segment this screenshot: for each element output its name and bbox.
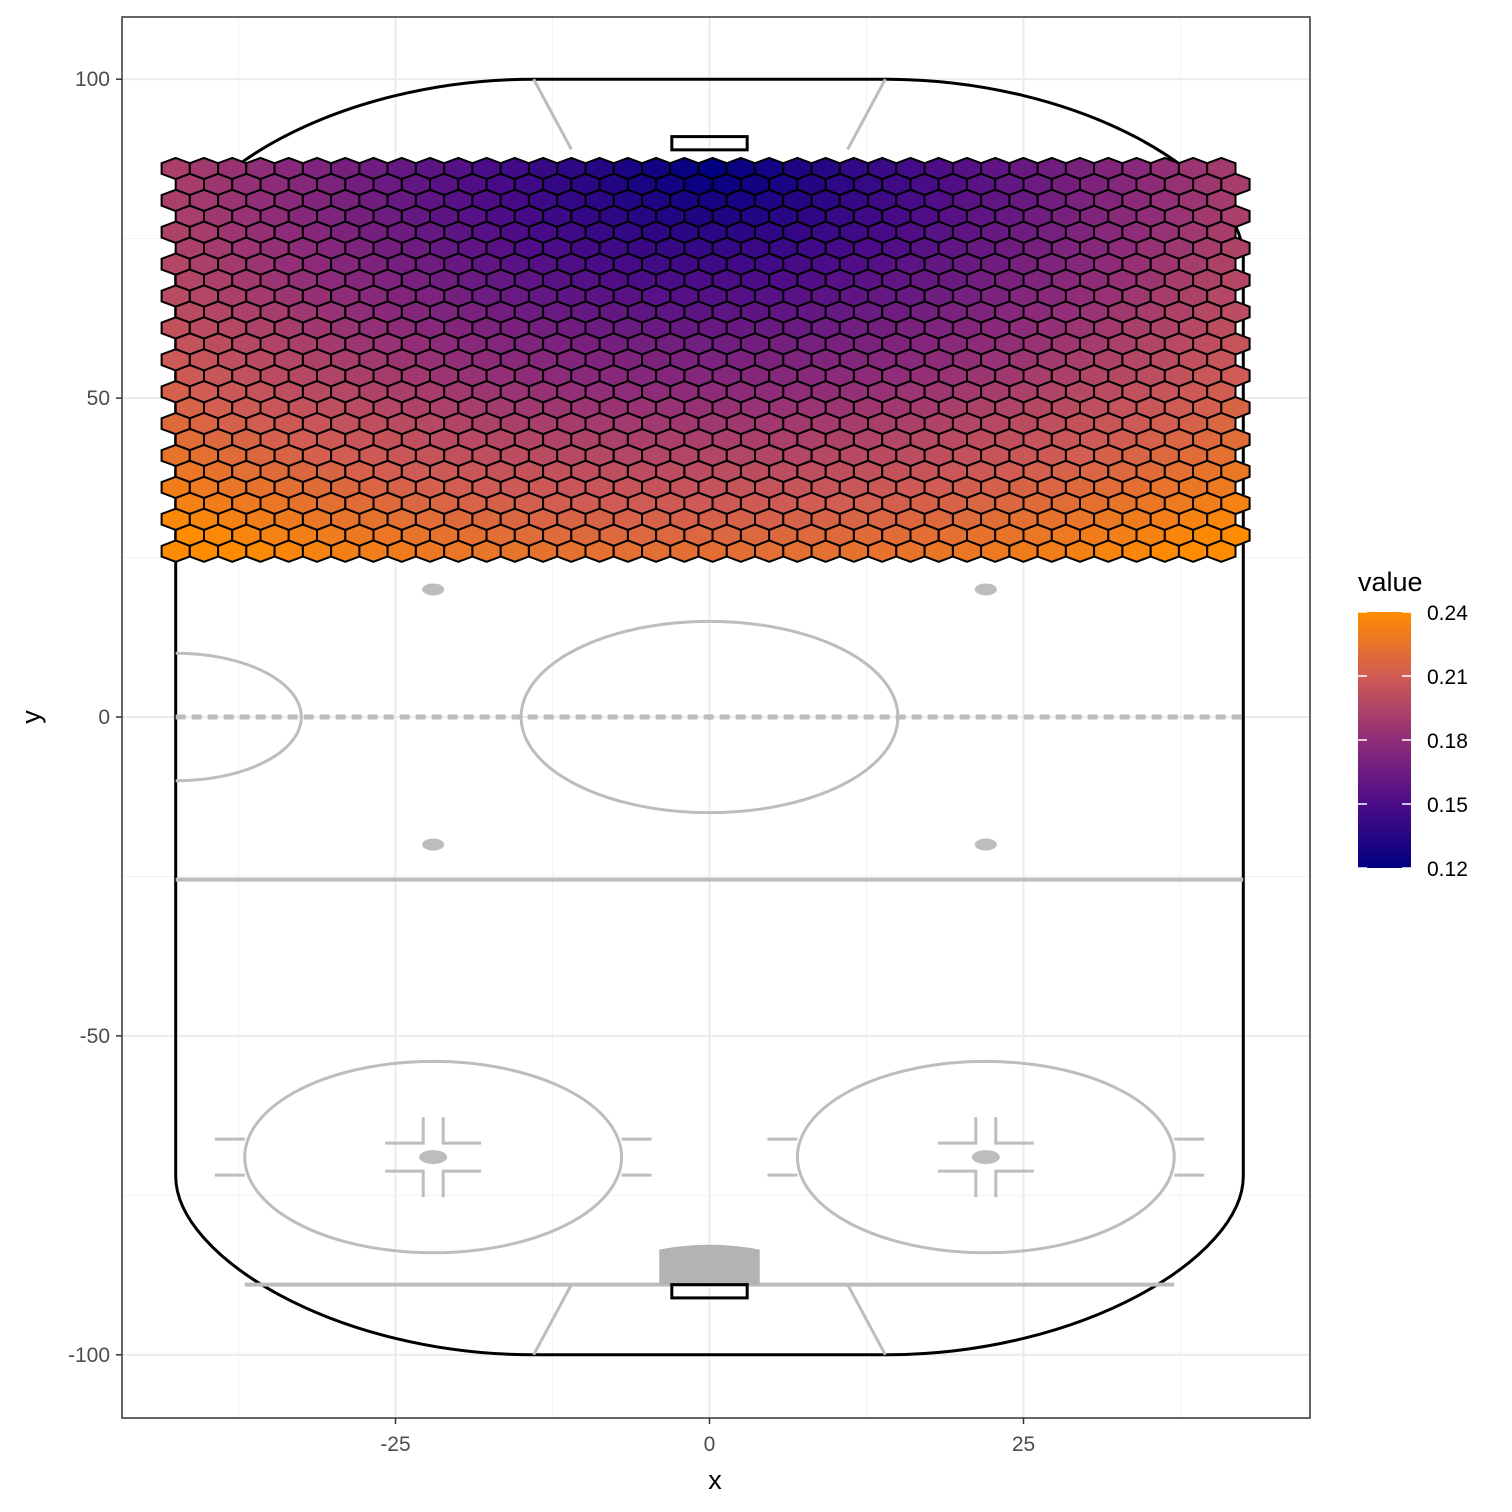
x-axis-title: x (708, 1465, 722, 1495)
y-tick-label: 50 (87, 387, 110, 410)
hex-cell (838, 539, 870, 563)
x-tick-label: 0 (704, 1433, 716, 1456)
hex-cell (1206, 539, 1237, 563)
hex-cell (1093, 539, 1124, 563)
hex-cell (556, 539, 587, 563)
color-legend: value 0.12 0.15 0.18 0.21 0.24 (1358, 567, 1468, 881)
faceoff-l-mark (937, 1117, 978, 1145)
y-tick-label: -50 (80, 1025, 110, 1048)
goal-crease (659, 1244, 760, 1285)
hex-cell (471, 539, 502, 563)
hex-cell (584, 539, 615, 563)
hex-cell (725, 539, 756, 563)
hex-cell (697, 539, 728, 563)
axes: -25 0 25 -100 -50 0 50 100 (68, 68, 1035, 1456)
hex-cell (782, 539, 813, 563)
hex-cell (1149, 539, 1180, 563)
y-tick-label: 100 (75, 68, 110, 91)
faceoff-circle (795, 1059, 1176, 1255)
hex-cell (669, 539, 700, 563)
goal-net-bottom (670, 1283, 749, 1300)
faceoff-l-mark (441, 1117, 482, 1145)
hex-cell (1064, 539, 1096, 563)
y-tick-label: -100 (68, 1344, 110, 1367)
faceoff-dot (974, 583, 997, 596)
hex-cell (217, 539, 248, 563)
hex-cell (641, 539, 672, 563)
hex-cell (1121, 539, 1152, 563)
center-dot (706, 714, 713, 720)
faceoff-dot (422, 583, 445, 596)
legend-title: value (1358, 567, 1423, 597)
faceoff-dot (422, 838, 445, 851)
hex-cell (188, 539, 220, 563)
faceoff-l-mark (994, 1169, 1034, 1198)
faceoff-spot (971, 1150, 1000, 1165)
hex-cell (527, 539, 559, 563)
hex-cell (810, 539, 841, 563)
x-tick-label: -25 (380, 1433, 410, 1456)
hex-cell (499, 539, 530, 563)
x-tick-label: 25 (1012, 1433, 1035, 1456)
trapezoid-line (532, 1283, 573, 1356)
hex-cell (245, 539, 276, 563)
legend-label: 0.24 (1427, 602, 1468, 625)
hex-cell (895, 539, 926, 563)
center-circle (519, 619, 900, 815)
trapezoid-line (846, 1283, 887, 1356)
trapezoid-line (532, 78, 573, 151)
goal-net-top (670, 135, 749, 152)
y-axis-title: y (16, 710, 46, 724)
hex-cell (1036, 539, 1067, 563)
hex-cell (443, 539, 474, 563)
trapezoid-line (846, 78, 887, 151)
hockey-rink (174, 77, 1245, 1357)
hex-cell (923, 539, 954, 563)
hex-cell (1008, 539, 1039, 563)
hex-cell (951, 539, 983, 563)
hex-cell (301, 539, 333, 563)
referee-crease (175, 651, 303, 783)
legend-label: 0.21 (1427, 666, 1468, 689)
hex-cell (1177, 539, 1209, 563)
hex-cell (330, 539, 361, 563)
faceoff-l-mark (994, 1117, 1034, 1145)
faceoff-spot (419, 1150, 448, 1165)
legend-label: 0.12 (1427, 858, 1468, 881)
hex-cell (273, 539, 304, 563)
hex-cell (414, 539, 446, 563)
hex-cell (386, 539, 417, 563)
hex-cell (754, 539, 785, 563)
faceoff-dot (974, 838, 997, 851)
hex-cell (612, 539, 643, 563)
hex-cell (867, 539, 898, 563)
faceoff-l-mark (441, 1169, 482, 1198)
faceoff-circle (243, 1059, 624, 1255)
hexbin-layer (160, 156, 1251, 563)
faceoff-l-mark (385, 1117, 425, 1145)
legend-label: 0.18 (1427, 730, 1468, 753)
legend-label: 0.15 (1427, 794, 1468, 817)
y-tick-label: 0 (98, 706, 110, 729)
faceoff-l-mark (385, 1169, 425, 1198)
faceoff-l-mark (937, 1169, 978, 1198)
hex-cell (160, 539, 191, 563)
hex-cell (980, 539, 1011, 563)
hex-cell (358, 539, 389, 563)
